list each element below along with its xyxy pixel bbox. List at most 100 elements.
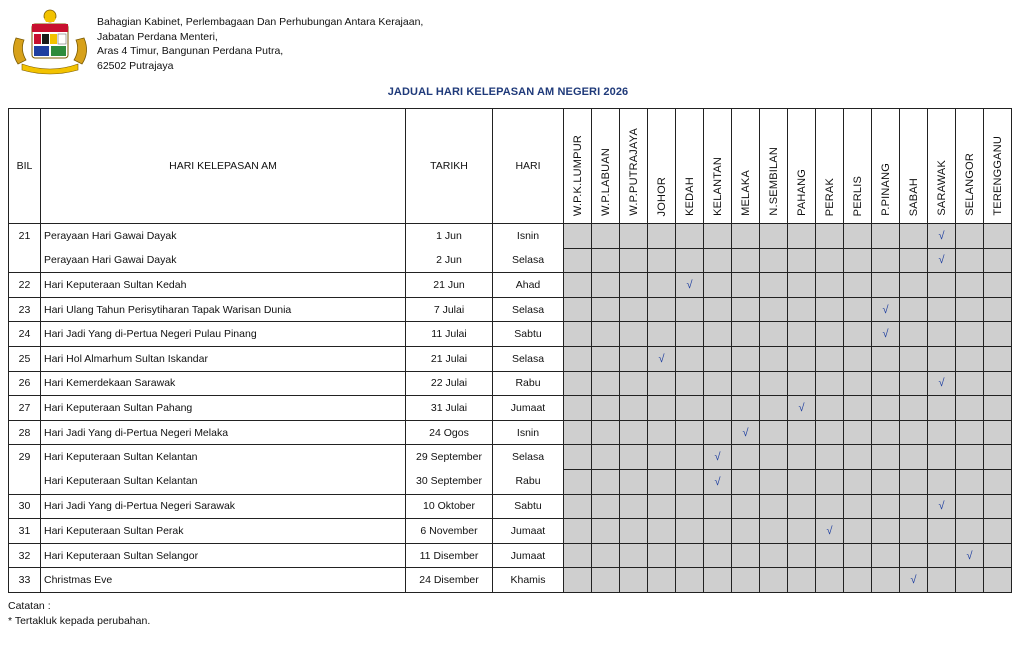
state-cell [675, 444, 704, 470]
state-cell [899, 518, 928, 544]
state-cell [619, 395, 648, 421]
state-cell [843, 468, 872, 495]
checkmark-icon: √ [686, 278, 693, 291]
state-label: PAHANG [795, 169, 808, 216]
holiday-day: Khamis [492, 567, 564, 593]
state-label: W.P.K.LUMPUR [571, 134, 584, 216]
state-cell [759, 345, 788, 372]
holiday-date: 21 Jun [405, 272, 493, 298]
state-cell [619, 272, 648, 298]
row-number: 26 [8, 370, 41, 397]
state-cell [983, 321, 1012, 347]
state-cell [591, 419, 620, 446]
table-row: Perayaan Hari Gawai Dayak 2 Jun Selasa √ [8, 247, 1012, 274]
holiday-date: 30 September [405, 469, 493, 495]
holiday-name: Hari Jadi Yang di-Pertua Negeri Melaka [40, 419, 406, 446]
holiday-name: Hari Keputeraan Sultan Pahang [40, 395, 406, 421]
state-cell [955, 419, 984, 446]
state-label: P.PINANG [879, 163, 892, 216]
state-cell [759, 321, 788, 347]
state-cell [927, 468, 956, 495]
state-cell [619, 345, 648, 372]
state-cell [563, 247, 592, 274]
holiday-day: Selasa [492, 296, 564, 323]
state-cell [647, 419, 676, 446]
state-cell [619, 468, 648, 495]
state-cell [787, 296, 816, 323]
checkmark-icon: √ [826, 524, 833, 537]
state-cell [759, 518, 788, 544]
state-cell [983, 567, 1012, 593]
state-label: KEDAH [683, 177, 696, 216]
state-cell [619, 296, 648, 323]
state-cell [871, 468, 900, 495]
state-cell [787, 321, 816, 347]
state-cell [955, 567, 984, 593]
state-cell [731, 247, 760, 274]
state-cell [591, 542, 620, 569]
row-number: 23 [8, 296, 41, 323]
state-cell [983, 444, 1012, 470]
state-cell [647, 444, 676, 470]
document-title: JADUAL HARI KELEPASAN AM NEGERI 2026 [387, 86, 629, 98]
state-cell [759, 223, 788, 249]
state-cell [591, 345, 620, 372]
state-cell [815, 395, 844, 421]
state-cell: √ [871, 296, 900, 323]
checkmark-icon: √ [938, 229, 945, 242]
state-cell [927, 567, 956, 593]
state-label: SELANGOR [963, 153, 976, 216]
state-cell [563, 223, 592, 249]
state-cell [619, 493, 648, 520]
state-cell [563, 518, 592, 544]
state-cell: √ [647, 345, 676, 372]
holiday-date: 1 Jun [405, 223, 493, 249]
state-cell [759, 272, 788, 298]
state-cell [731, 223, 760, 249]
holiday-date: 29 September [405, 444, 493, 470]
state-cell [871, 419, 900, 446]
row-number: 24 [8, 321, 41, 347]
holiday-name: Hari Keputeraan Sultan Kedah [40, 272, 406, 298]
state-cell [647, 321, 676, 347]
state-label: SARAWAK [935, 160, 948, 216]
state-cell [955, 247, 984, 274]
holiday-day: Selasa [492, 248, 564, 274]
notes-item: * Tertakluk kepada perubahan. [8, 615, 151, 627]
column-header-state: SELANGOR [955, 108, 984, 224]
state-cell [871, 223, 900, 249]
state-cell [619, 247, 648, 274]
state-cell [899, 444, 928, 470]
state-cell [591, 321, 620, 347]
state-cell [675, 395, 704, 421]
holiday-name: Hari Jadi Yang di-Pertua Negeri Sarawak [40, 493, 406, 520]
state-cell [843, 370, 872, 397]
table-row: 23 Hari Ulang Tahun Perisytiharan Tapak W… [8, 296, 1012, 323]
state-cell [703, 247, 732, 274]
state-cell [759, 395, 788, 421]
state-cell [647, 518, 676, 544]
checkmark-icon: √ [882, 303, 889, 316]
checkmark-icon: √ [742, 426, 749, 439]
state-cell [899, 247, 928, 274]
state-cell [899, 345, 928, 372]
state-cell: √ [927, 493, 956, 520]
state-cell [703, 345, 732, 372]
state-cell [843, 296, 872, 323]
state-cell [899, 395, 928, 421]
state-cell [871, 444, 900, 470]
state-label: KELANTAN [711, 157, 724, 216]
state-cell [815, 223, 844, 249]
state-cell [955, 370, 984, 397]
column-header-date: TARIKH [405, 108, 493, 224]
holiday-day: Isnin [492, 223, 564, 249]
checkmark-icon: √ [714, 451, 721, 464]
state-label: PERLIS [851, 175, 864, 216]
checkmark-icon: √ [910, 574, 917, 587]
state-cell [731, 345, 760, 372]
state-cell: √ [703, 468, 732, 495]
state-cell: √ [927, 370, 956, 397]
state-cell: √ [927, 247, 956, 274]
state-cell [675, 247, 704, 274]
state-cell: √ [927, 223, 956, 249]
